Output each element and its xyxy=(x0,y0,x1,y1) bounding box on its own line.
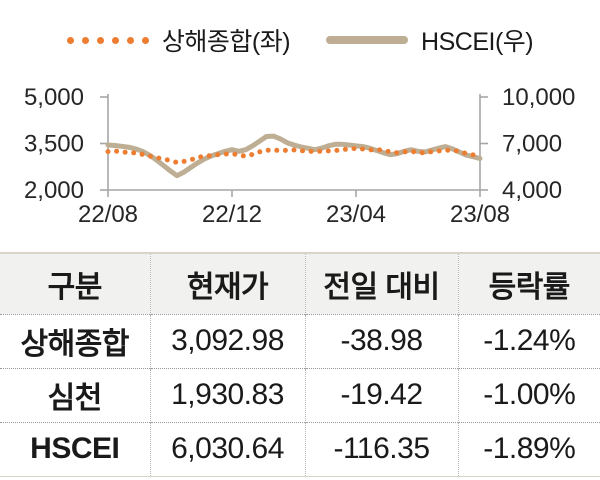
chart-legend: 상해종합(좌) HSCEI(우) xyxy=(0,0,600,80)
legend-item-shanghai: 상해종합(좌) xyxy=(66,22,291,58)
rate-cell: -1.00% xyxy=(483,378,576,411)
table-row-shenzhen: 심천 1,930.83 -19.42 -1.00% xyxy=(0,368,600,422)
price-cell: 6,030.64 xyxy=(150,422,306,476)
right-axis-label: 7,000 xyxy=(502,131,562,158)
change-cell: -19.42 xyxy=(305,368,459,422)
rate-cell: -1.89% xyxy=(483,432,576,465)
col-header-change: 전일 대비 xyxy=(305,253,459,314)
hscei-series xyxy=(105,133,483,179)
left-axis-label: 2,000 xyxy=(24,177,84,204)
hscei-solid-marker-icon xyxy=(326,36,409,44)
x-axis-label: 23/04 xyxy=(326,201,386,228)
index-name-cell: HSCEI xyxy=(0,422,151,476)
col-header-rate: 등락률 xyxy=(488,270,571,304)
left-axis-label: 5,000 xyxy=(24,84,84,111)
x-axis-label: 22/12 xyxy=(202,201,262,228)
table-row-shanghai: 상해종합 3,092.98 -38.98 -1.24% xyxy=(0,314,600,368)
shanghai-series xyxy=(105,146,476,165)
change-cell: -38.98 xyxy=(305,314,459,368)
price-cell: 1,930.83 xyxy=(150,368,306,422)
right-axis-label: 10,000 xyxy=(502,84,575,111)
legend-label-hscei: HSCEI(우) xyxy=(421,28,534,56)
col-header-category: 구분 xyxy=(0,253,151,314)
index-name-cell: 상해종합 xyxy=(0,314,151,368)
dual-axis-line-chart: 5,000 3,500 2,000 10,000 7,000 4,000 22/08 22/1… xyxy=(24,84,575,228)
col-header-price: 현재가 xyxy=(150,253,306,314)
right-axis-label: 4,000 xyxy=(502,177,562,204)
left-axis-label: 3,500 xyxy=(24,131,84,158)
table-header-row: 구분 현재가 전일 대비 등락률 xyxy=(0,253,600,314)
table-row-hscei: HSCEI 6,030.64 -116.35 -1.89% xyxy=(0,422,600,476)
index-name-cell: 심천 xyxy=(0,368,151,422)
shanghai-dotted-marker-icon xyxy=(66,36,149,44)
x-axis-label: 22/08 xyxy=(78,201,138,228)
legend-label-shanghai: 상해종합(좌) xyxy=(161,28,291,56)
index-table: 구분 현재가 전일 대비 등락률 상해종합 3,092.98 -38.98 -1… xyxy=(0,252,600,477)
change-cell: -116.35 xyxy=(305,422,459,476)
rate-cell: -1.24% xyxy=(483,324,576,357)
legend-item-hscei: HSCEI(우) xyxy=(326,22,534,58)
price-cell: 3,092.98 xyxy=(150,314,306,368)
x-axis-label: 23/08 xyxy=(450,201,510,228)
